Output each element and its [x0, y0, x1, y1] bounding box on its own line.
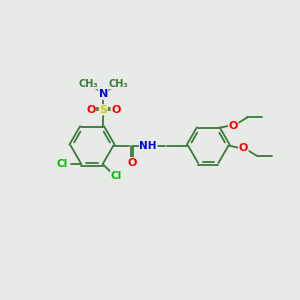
Text: NH: NH [140, 140, 157, 151]
Text: N: N [99, 89, 108, 99]
Text: CH₃: CH₃ [109, 79, 128, 89]
Text: Cl: Cl [110, 171, 122, 181]
Text: O: O [238, 143, 248, 153]
Text: O: O [229, 121, 238, 131]
Text: S: S [99, 105, 107, 115]
Text: Cl: Cl [56, 159, 68, 169]
Text: O: O [127, 158, 136, 168]
Text: O: O [111, 105, 121, 115]
Text: O: O [86, 105, 95, 115]
Text: CH₃: CH₃ [79, 79, 98, 89]
